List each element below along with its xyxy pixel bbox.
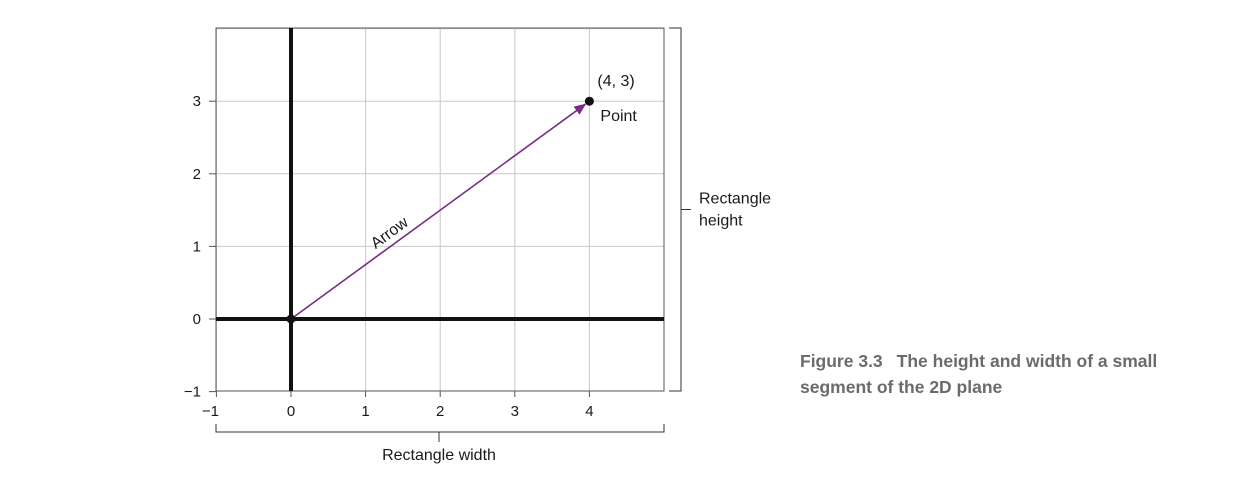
point-marker (584, 96, 594, 106)
point-coordinate-label: (4, 3) (597, 73, 634, 90)
caption-label: Figure 3.3 (800, 351, 883, 371)
x-tick-label: 4 (585, 403, 593, 420)
point-name-label: Point (600, 108, 637, 125)
x-tick-label: −1 (202, 403, 219, 420)
width-bracket (215, 424, 665, 433)
width-bracket-label: Rectangle width (382, 447, 496, 464)
vector-arrow (290, 103, 587, 320)
y-tick-label: 2 (193, 166, 201, 183)
origin-point (286, 314, 296, 324)
y-tick-label: 3 (193, 93, 201, 110)
points-group (286, 96, 594, 324)
x-tick-label: 2 (436, 403, 444, 420)
height-bracket-label: Rectangle height (699, 191, 771, 230)
caption-text: The height and width of a small segment … (800, 351, 1158, 397)
y-tick-label: −1 (184, 384, 201, 401)
arrow-group (290, 103, 587, 320)
x-tick-label: 1 (361, 403, 369, 420)
brackets (215, 27, 691, 442)
figure-caption: Figure 3.3 The height and width of a smal… (800, 348, 1220, 400)
height-bracket (669, 27, 682, 392)
y-tick-label: 0 (193, 311, 201, 328)
y-tick-label: 1 (193, 238, 201, 255)
x-tick-label: 0 (287, 403, 295, 420)
tick-marks (209, 100, 590, 397)
x-tick-label: 3 (511, 403, 519, 420)
